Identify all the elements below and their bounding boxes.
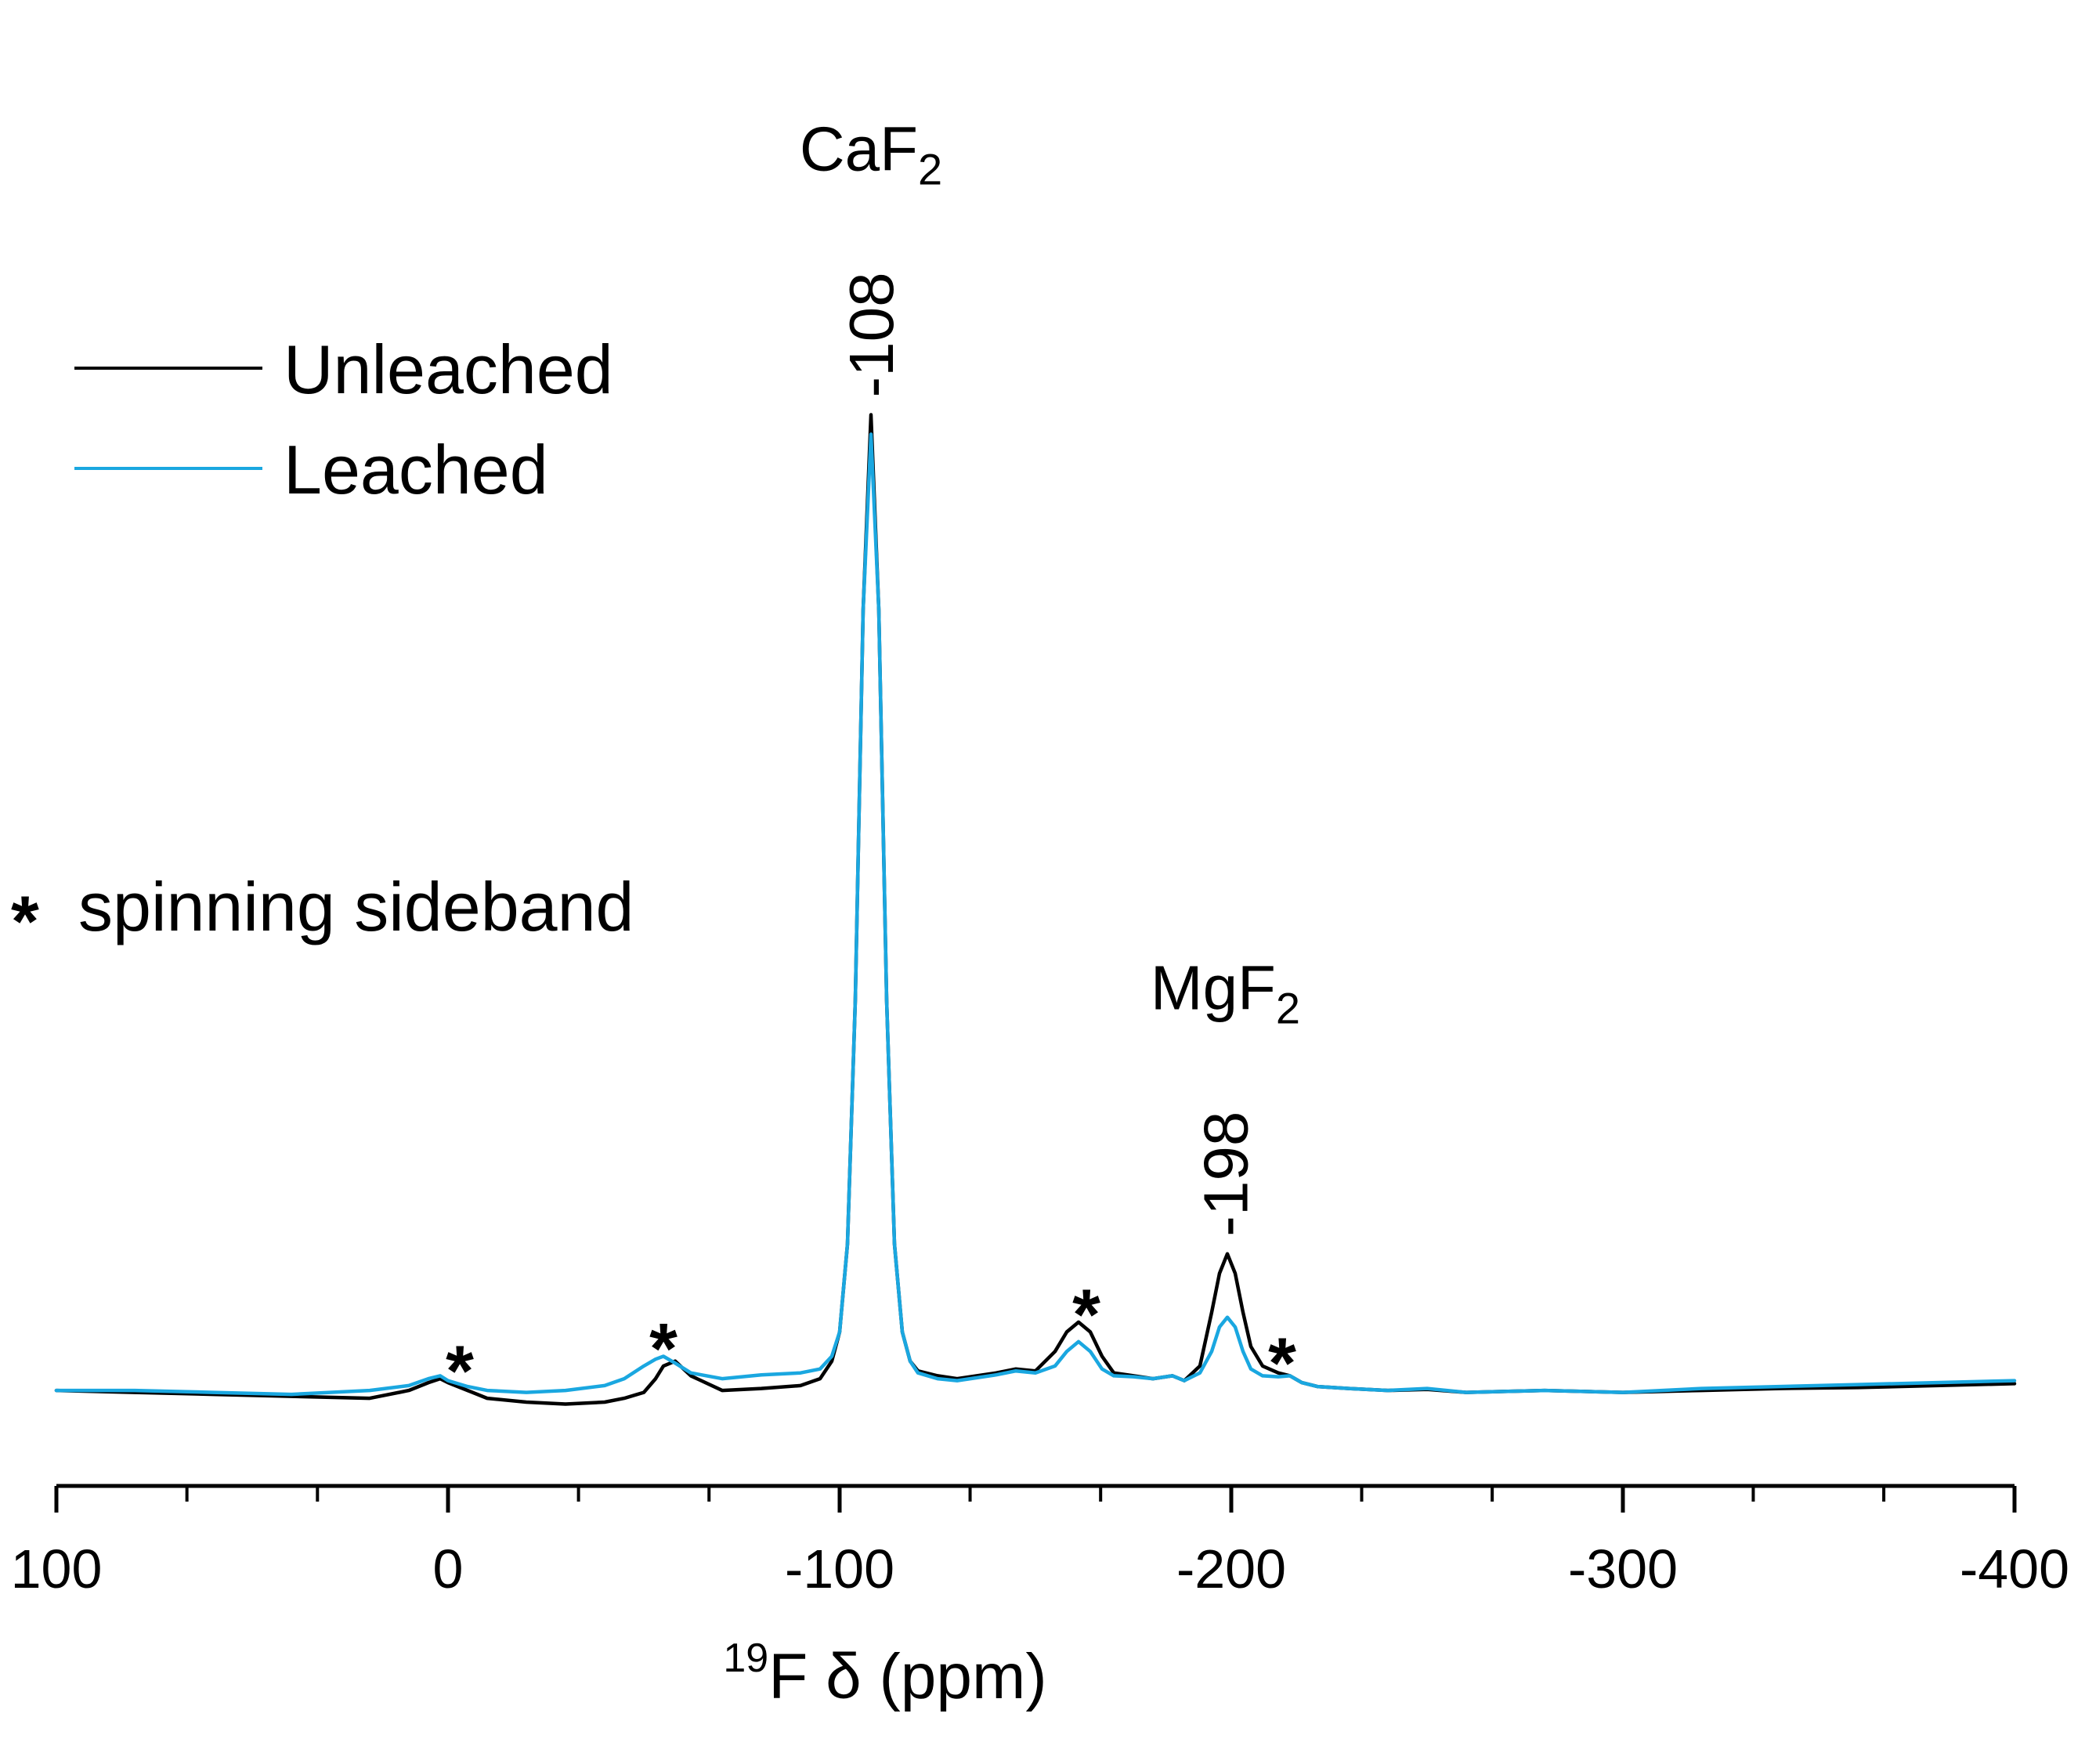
legend-label-leached: Leached <box>284 431 548 508</box>
x-tick-label: -400 <box>1960 1538 2069 1600</box>
peak-shift-label: -108 <box>837 272 906 397</box>
series-layer <box>54 413 2017 1406</box>
note-star-icon: * <box>11 882 39 962</box>
x-tick-label: 100 <box>11 1538 103 1600</box>
peak-formula-label: MgF2 <box>1151 953 1300 1033</box>
x-tick-label: -100 <box>785 1538 894 1600</box>
legend-label-unleached: Unleached <box>284 331 613 408</box>
peak-shift-label: -198 <box>1191 1112 1261 1237</box>
sideband-marker: * <box>1268 1324 1296 1404</box>
peak-annotations: -108 CaF2 -198 MgF2 * * * * <box>446 114 1300 1412</box>
x-axis-title-sup: 19 <box>723 1636 768 1681</box>
sideband-marker: * <box>446 1332 474 1412</box>
x-tick-label: -300 <box>1568 1538 1678 1600</box>
series-leached <box>54 432 2017 1397</box>
peak-formula-label: CaF2 <box>800 114 942 193</box>
peak-annotation: -108 CaF2 <box>800 114 942 397</box>
x-tick-label: 0 <box>433 1538 464 1600</box>
x-axis-title: 19F δ (ppm) <box>723 1636 1046 1712</box>
sideband-note: * spinning sideband <box>11 868 634 962</box>
note-text: spinning sideband <box>78 868 634 945</box>
sideband-marker: * <box>649 1309 678 1389</box>
legend: Unleached Leached <box>74 331 613 508</box>
x-tick-label: -200 <box>1176 1538 1286 1600</box>
series-line-leached <box>54 432 2017 1397</box>
x-axis-title-main: F δ (ppm) <box>768 1641 1046 1712</box>
peak-annotation: -198 MgF2 <box>1151 953 1300 1237</box>
sideband-marker: * <box>1072 1275 1100 1355</box>
x-axis: 100 0 -100 -200 -300 -400 <box>11 1484 2069 1600</box>
